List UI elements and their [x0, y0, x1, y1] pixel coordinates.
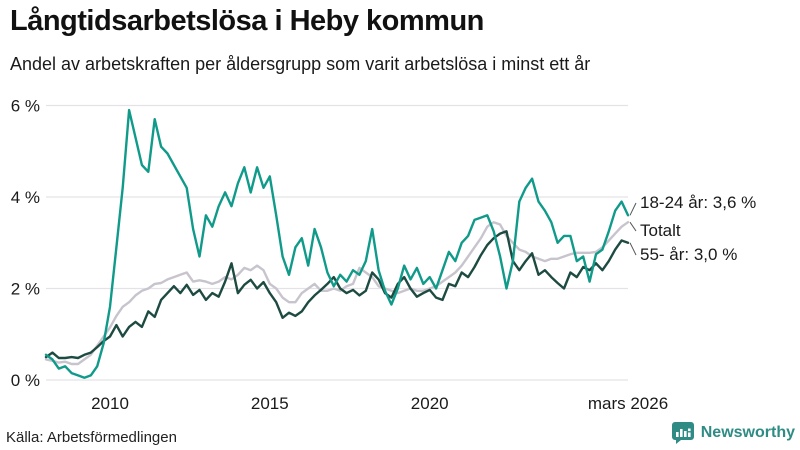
- y-tick-label: 0 %: [11, 371, 40, 390]
- series-label-connector: [629, 242, 637, 256]
- series-line-18-24år: [44, 108, 630, 379]
- x-tick-label: mars 2026: [588, 394, 668, 413]
- series-end-label: Totalt: [640, 221, 681, 240]
- newsworthy-logo: Newsworthy: [671, 421, 795, 445]
- series-label-connector: [629, 202, 637, 216]
- chart-subtitle: Andel av arbetskraften per åldersgrupp s…: [10, 54, 591, 74]
- y-tick-label: 4 %: [11, 188, 40, 207]
- series-end-label: 55- år: 3,0 %: [640, 245, 737, 264]
- x-tick-label: 2010: [91, 394, 129, 413]
- x-tick-label: 2020: [411, 394, 449, 413]
- y-tick-label: 6 %: [11, 97, 40, 116]
- series-label-connector: [629, 221, 637, 232]
- series-line-55-år: [44, 230, 630, 360]
- y-tick-label: 2 %: [11, 280, 40, 299]
- series-line-Totalt: [44, 220, 630, 366]
- source-note: Källa: Arbetsförmedlingen: [6, 429, 177, 446]
- x-tick-label: 2015: [251, 394, 289, 413]
- newsworthy-chart-bubble-icon: [671, 422, 694, 444]
- chart-title: Långtidsarbetslösa i Heby kommun: [10, 5, 484, 37]
- series-end-label: 18-24 år: 3,6 %: [640, 193, 756, 212]
- newsworthy-wordmark: Newsworthy: [700, 424, 795, 441]
